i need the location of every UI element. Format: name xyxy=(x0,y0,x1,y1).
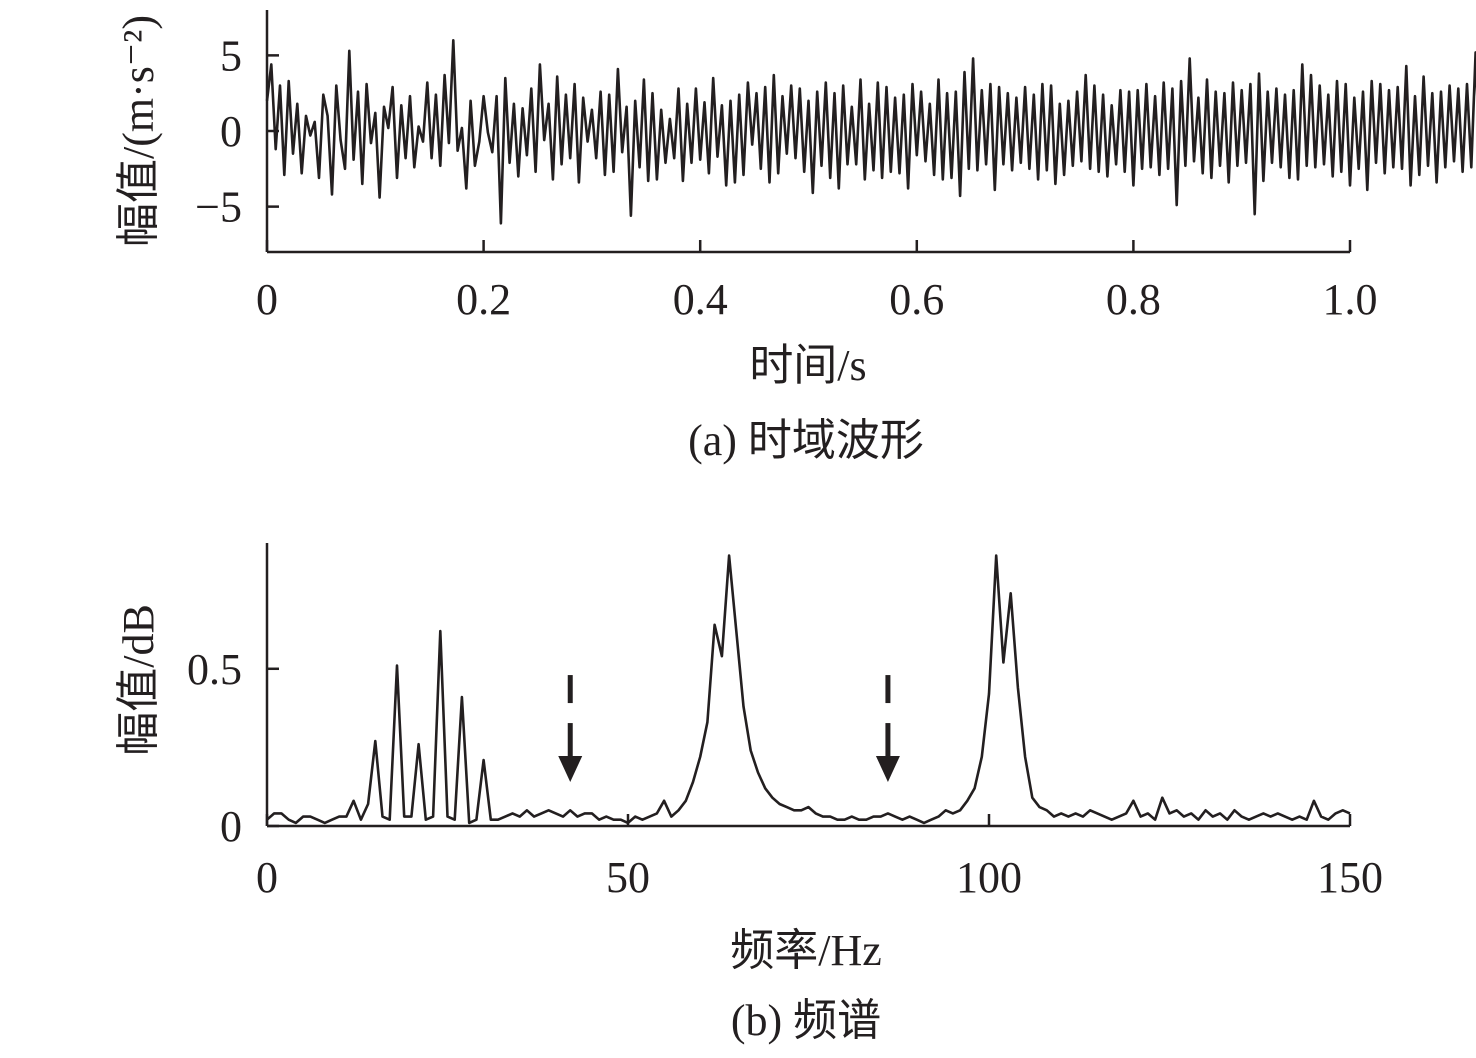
panel-b-x-axis-label: 频率/Hz xyxy=(730,926,882,975)
panel-b-spectrum: 0 50 100 150 00.5 频率/Hz 幅值/dB (b) 频谱 xyxy=(114,543,1383,1045)
panel-b-y-tick-label: 0.5 xyxy=(187,645,242,694)
panel-a-y-tick-label: 5 xyxy=(220,31,242,80)
panel-a-waveform-line xyxy=(265,39,1476,225)
panel-b-x-ticks: 0 50 100 150 xyxy=(256,814,1383,902)
panel-a-x-tick-label: 0.8 xyxy=(1106,275,1161,324)
annotation-arrow-head xyxy=(875,755,900,782)
panel-a-y-tick-label: −5 xyxy=(195,183,242,232)
panel-a-y-ticks: −5 0 5 xyxy=(195,31,279,232)
panel-b-x-tick-label: 0 xyxy=(256,853,278,902)
panel-b-annotations xyxy=(558,675,900,782)
panel-b-y-tick-label: 0 xyxy=(220,802,242,851)
panel-a-y-tick-label: 0 xyxy=(220,107,242,156)
panel-a-caption: (a) 时域波形 xyxy=(688,416,924,465)
panel-a-x-tick-label: 0.2 xyxy=(456,275,511,324)
panel-b-caption: (b) 频谱 xyxy=(731,996,881,1045)
panel-b-x-tick-label: 50 xyxy=(606,853,650,902)
panel-a-x-tick-label: 1.0 xyxy=(1323,275,1378,324)
panel-b-x-tick-label: 100 xyxy=(956,853,1022,902)
panel-a-x-tick-label: 0.4 xyxy=(673,275,728,324)
panel-a-x-tick-label: 0.6 xyxy=(889,275,944,324)
panel-a-x-tick-label: 0 xyxy=(256,275,278,324)
panel-b-y-axis-label: 幅值/dB xyxy=(114,604,163,756)
panel-b-x-tick-label: 150 xyxy=(1317,853,1383,902)
panel-b-y-ticks: 00.5 xyxy=(187,645,279,851)
panel-b-spectrum-line xyxy=(266,554,1351,825)
panel-a-time-waveform: 0 0.2 0.4 0.6 0.8 1.0 −5 0 5 时间/s 幅值/(m·s⁻²) (a… xyxy=(114,10,1476,465)
panel-a-x-ticks: 0 0.2 0.4 0.6 0.8 1.0 xyxy=(256,240,1378,324)
panel-a-y-axis-label: 幅值/(m·s⁻²) xyxy=(114,15,163,247)
panel-a-x-axis-label: 时间/s xyxy=(749,341,866,390)
annotation-arrow-head xyxy=(558,755,583,782)
